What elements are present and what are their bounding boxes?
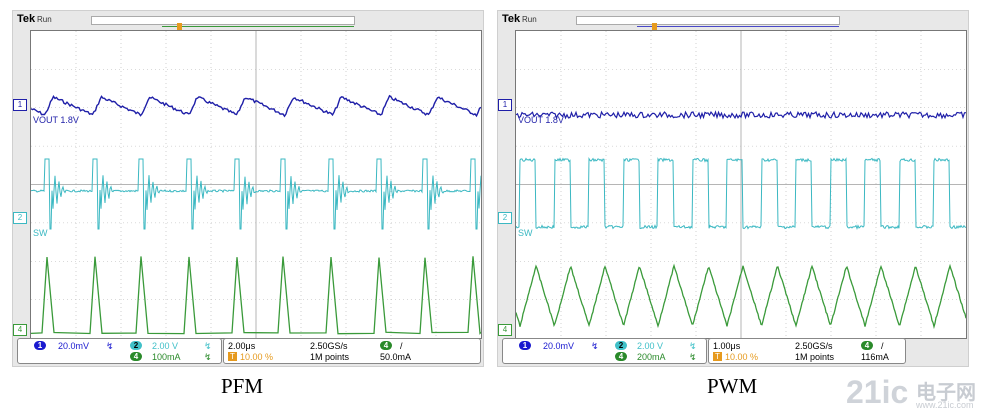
trigger-source-badge: 4	[861, 341, 873, 350]
scope-top-bar: Tek Run	[13, 11, 483, 30]
ch2-badge: 2	[615, 341, 627, 350]
sample-rate: 2.50GS/s	[795, 341, 833, 351]
waveform-svg	[516, 31, 966, 338]
watermark-logo: 21ic 电子网 www.21ic.com	[846, 374, 996, 414]
bandwidth-limit-icon: ↯	[689, 341, 697, 351]
ch4-trace	[31, 256, 481, 335]
ch2-badge: 2	[130, 341, 142, 350]
channel-settings-box: 1 20.0mV ↯ 2 2.00 V ↯ 4 100mA ↯	[17, 338, 222, 364]
slope-rise-icon: /	[400, 341, 403, 351]
waveform-display: VOUT 1.8V SW	[30, 30, 482, 339]
record-view-indicator	[162, 23, 354, 30]
timebase: 2.00μs	[228, 341, 256, 351]
ch4-marker-icon: 4	[498, 324, 512, 336]
ch1-trace	[31, 94, 481, 118]
bandwidth-limit-icon: ↯	[689, 352, 697, 362]
trigger-level: 50.0mA	[380, 352, 412, 362]
trigger-level: 116mA	[861, 352, 889, 362]
caption-pfm: PFM	[221, 374, 264, 398]
record-length: 1M points	[795, 352, 835, 362]
ch2-label: SW	[518, 228, 533, 238]
ch2-scale: 2.00 V	[152, 341, 179, 351]
bandwidth-limit-icon: ↯	[591, 341, 599, 351]
ch1-badge: 1	[34, 341, 46, 350]
brand-logo: Tek	[502, 13, 521, 25]
record-view-bar	[91, 16, 355, 30]
acquisition-box: 1.00μs T 10.00 % 2.50GS/s 1M points 4 / …	[708, 338, 906, 364]
ch1-scale: 20.0mV	[543, 341, 575, 351]
ch1-label: VOUT 1.8V	[33, 115, 79, 125]
ch2-scale: 2.00 V	[637, 341, 664, 351]
trigger-source-badge: 4	[380, 341, 392, 350]
ch4-marker-icon: 4	[13, 324, 27, 336]
trigger-position-icon: T	[713, 352, 722, 361]
ch4-badge: 4	[615, 352, 627, 361]
ch2-marker-icon: 2	[13, 212, 27, 224]
ch1-label: VOUT 1.8V	[518, 115, 564, 125]
watermark-cn: 电子网	[916, 380, 976, 404]
trigger-position: 10.00 %	[240, 352, 274, 362]
ch2-marker-icon: 2	[498, 212, 512, 224]
watermark-url: www.21ic.com	[916, 400, 974, 410]
brand-logo: Tek	[17, 13, 36, 25]
acquisition-box: 2.00μs T 10.00 % 2.50GS/s 1M points 4 / …	[223, 338, 481, 364]
waveform-display: VOUT 1.8V SW	[515, 30, 967, 339]
ch1-badge: 1	[519, 341, 531, 350]
scope-pfm: Tek Run 1 2 4 VOUT 1.8V SW 1 20.0mV ↯ 2 …	[12, 10, 484, 367]
record-view-indicator	[637, 23, 839, 30]
ch1-trace	[516, 110, 966, 120]
trigger-position-icon: T	[228, 352, 237, 361]
ch2-label: SW	[33, 228, 48, 238]
slope-rise-icon: /	[881, 341, 884, 351]
run-status: Run	[522, 15, 537, 24]
channel-settings-box: 1 20.0mV ↯ 2 2.00 V ↯ 4 200mA ↯	[502, 338, 707, 364]
record-length: 1M points	[310, 352, 350, 362]
ch1-marker-icon: 1	[498, 99, 512, 111]
run-status: Run	[37, 15, 52, 24]
watermark-main: 21ic	[846, 374, 909, 410]
caption-pwm: PWM	[707, 374, 758, 398]
scope-pwm: Tek Run 1 2 4 VOUT 1.8V SW 1 20.0mV ↯ 2 …	[497, 10, 969, 367]
ch4-scale: 100mA	[152, 352, 181, 362]
ch4-scale: 200mA	[637, 352, 666, 362]
record-view-bar	[576, 16, 840, 30]
ch4-badge: 4	[130, 352, 142, 361]
ch4-trace	[516, 263, 966, 330]
trigger-position: 10.00 %	[725, 352, 759, 362]
readout-bar: 1 20.0mV ↯ 2 2.00 V ↯ 4 200mA ↯ 1.00μs T…	[502, 338, 964, 364]
scope-top-bar: Tek Run	[498, 11, 968, 30]
bandwidth-limit-icon: ↯	[204, 352, 212, 362]
sample-rate: 2.50GS/s	[310, 341, 348, 351]
ch2-trace	[31, 158, 481, 230]
ch2-trace	[516, 156, 966, 231]
ch1-marker-icon: 1	[13, 99, 27, 111]
bandwidth-limit-icon: ↯	[106, 341, 114, 351]
timebase: 1.00μs	[713, 341, 741, 351]
ch1-scale: 20.0mV	[58, 341, 90, 351]
readout-bar: 1 20.0mV ↯ 2 2.00 V ↯ 4 100mA ↯ 2.00μs T…	[17, 338, 481, 364]
waveform-svg	[31, 31, 481, 338]
bandwidth-limit-icon: ↯	[204, 341, 212, 351]
